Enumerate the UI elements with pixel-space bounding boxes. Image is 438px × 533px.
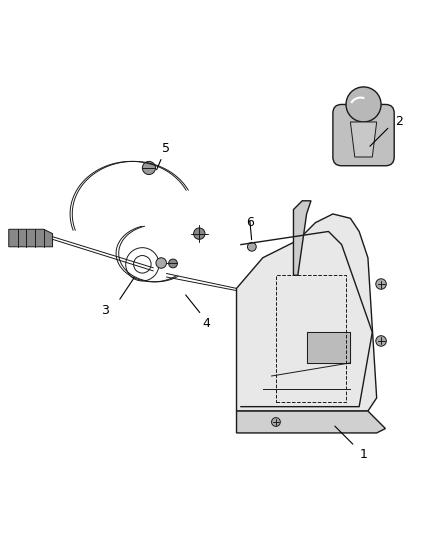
Polygon shape	[237, 411, 385, 433]
Text: 3: 3	[101, 304, 109, 317]
Text: 2: 2	[395, 116, 403, 128]
Circle shape	[169, 259, 177, 268]
Polygon shape	[9, 229, 53, 247]
Text: 5: 5	[162, 142, 170, 155]
Text: 4: 4	[202, 317, 210, 330]
Text: 6: 6	[246, 216, 254, 229]
Circle shape	[247, 243, 256, 251]
Circle shape	[376, 336, 386, 346]
Circle shape	[346, 87, 381, 122]
Circle shape	[376, 279, 386, 289]
Circle shape	[194, 228, 205, 239]
FancyBboxPatch shape	[333, 104, 394, 166]
Text: 1: 1	[360, 448, 367, 462]
Polygon shape	[237, 214, 377, 411]
Circle shape	[142, 161, 155, 174]
Polygon shape	[350, 122, 377, 157]
Circle shape	[156, 258, 166, 268]
Circle shape	[272, 418, 280, 426]
Polygon shape	[293, 201, 311, 275]
